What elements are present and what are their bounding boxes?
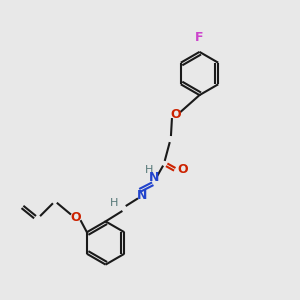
Text: O: O xyxy=(178,163,188,176)
Text: N: N xyxy=(149,171,160,184)
Text: H: H xyxy=(110,198,118,208)
Text: N: N xyxy=(136,189,147,203)
Text: F: F xyxy=(195,31,204,44)
Text: O: O xyxy=(70,211,81,224)
Text: O: O xyxy=(170,108,181,121)
Text: H: H xyxy=(145,165,153,176)
